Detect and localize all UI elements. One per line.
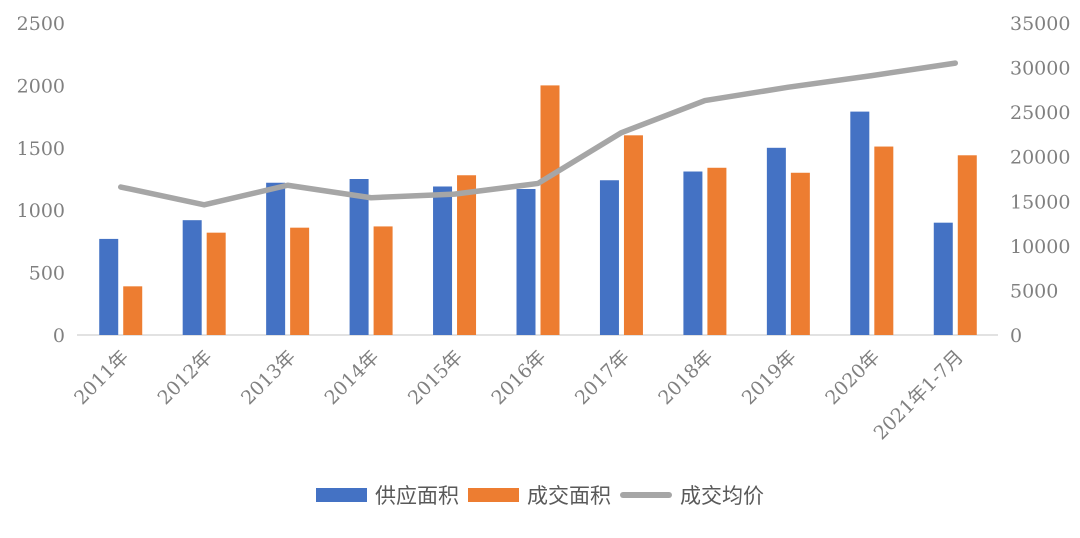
bar-supply-area xyxy=(850,111,870,335)
left-axis-tick-label: 2000 xyxy=(17,75,65,97)
left-axis-tick-label: 1500 xyxy=(17,138,65,160)
x-axis-label: 2019年 xyxy=(738,346,801,409)
chart-legend: 供应面积 成交面积 成交均价 xyxy=(0,480,1080,510)
left-axis-tick-label: 0 xyxy=(53,325,65,347)
bar-supply-area xyxy=(766,147,786,335)
bar-deal-area xyxy=(457,175,477,335)
right-axis-tick-label: 30000 xyxy=(1010,58,1070,80)
bar-supply-area xyxy=(349,179,369,335)
x-axis-label: 2016年 xyxy=(487,346,550,409)
left-axis-tick-label: 1000 xyxy=(17,200,65,222)
right-axis-tick-label: 35000 xyxy=(1010,13,1070,35)
bar-deal-area xyxy=(790,172,810,335)
x-axis-label: 2017年 xyxy=(571,346,634,409)
x-axis-label: 2015年 xyxy=(404,346,467,409)
right-axis-tick-label: 5000 xyxy=(1010,280,1058,302)
legend-label-supply-area: 供应面积 xyxy=(375,484,459,508)
legend-label-avg-price: 成交均价 xyxy=(680,484,764,508)
left-axis-tick-label: 2500 xyxy=(17,13,65,35)
bar-supply-area xyxy=(599,180,619,335)
legend-swatch-supply-area xyxy=(316,488,367,502)
x-axis-label: 2013年 xyxy=(237,346,300,409)
right-axis-tick-label: 15000 xyxy=(1010,191,1070,213)
bar-deal-area xyxy=(123,286,143,335)
right-axis-tick-label: 10000 xyxy=(1010,236,1070,258)
x-axis-label: 2011年 xyxy=(70,346,133,409)
bar-deal-area xyxy=(707,167,727,335)
bar-deal-area xyxy=(540,85,560,336)
avg-price-line xyxy=(117,60,959,208)
bar-supply-area xyxy=(266,182,286,335)
bar-supply-area xyxy=(99,238,119,335)
legend-item-avg-price: 成交均价 xyxy=(620,480,764,510)
legend-swatch-deal-area xyxy=(468,488,519,502)
legend-line-swatch-avg-price xyxy=(620,492,672,498)
left-axis-tick-label: 500 xyxy=(29,263,65,285)
right-axis-tick-label: 20000 xyxy=(1010,147,1070,169)
legend-label-deal-area: 成交面积 xyxy=(527,484,611,508)
bar-deal-area xyxy=(290,227,310,335)
x-axis-label: 2018年 xyxy=(654,346,717,409)
chart-canvas: 0500100015002000250005000100001500020000… xyxy=(17,13,1071,444)
bar-deal-area xyxy=(874,146,894,335)
bar-supply-area xyxy=(933,222,953,335)
x-axis-label: 2021年1-7月 xyxy=(870,346,968,444)
bar-deal-area xyxy=(373,226,393,335)
bar-deal-area xyxy=(206,232,226,335)
x-axis-label: 2012年 xyxy=(154,346,217,409)
bar-deal-area xyxy=(623,135,643,335)
right-axis-tick-label: 0 xyxy=(1010,325,1022,347)
bar-supply-area xyxy=(516,188,536,335)
bar-supply-area xyxy=(683,171,703,335)
x-axis-label: 2014年 xyxy=(320,346,383,409)
bar-deal-area xyxy=(957,155,977,335)
legend-item-supply-area: 供应面积 xyxy=(316,480,459,510)
x-axis-label: 2020年 xyxy=(821,346,884,409)
right-axis-tick-label: 25000 xyxy=(1010,102,1070,124)
bar-supply-area xyxy=(182,220,202,335)
bar-supply-area xyxy=(433,186,453,335)
legend-item-deal-area: 成交面积 xyxy=(468,480,611,510)
